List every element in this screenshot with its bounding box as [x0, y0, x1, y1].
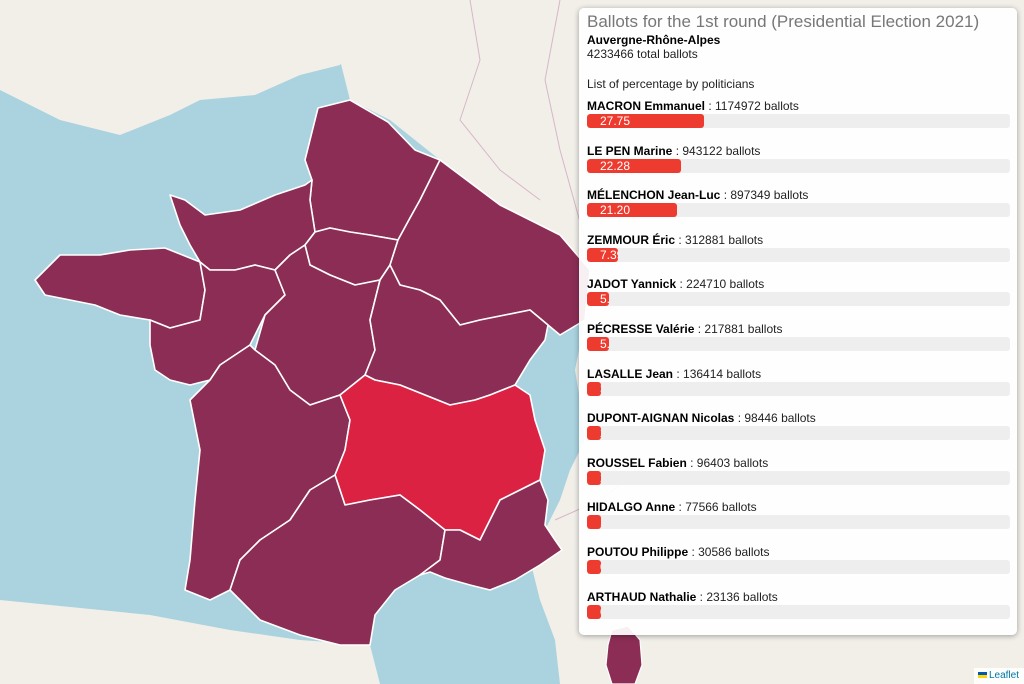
candidate-name: ROUSSEL Fabien — [587, 455, 687, 470]
land-spain — [0, 600, 380, 684]
candidate-line: DUPONT-AIGNAN Nicolas : 98446 ballots — [587, 411, 1009, 425]
candidate-line: PÉCRESSE Valérie : 217881 ballots — [587, 322, 1009, 336]
percentage-bar-track: 1.83 — [587, 515, 1010, 530]
candidate-line: ZEMMOUR Éric : 312881 ballots — [587, 233, 1009, 247]
percentage-bar-fill: 7.39 — [587, 247, 619, 262]
percentage-bar-fill: 21.20 — [587, 203, 677, 218]
candidate-ballots: : 224710 ballots — [676, 277, 765, 292]
candidate-row: HIDALGO Anne : 77566 ballots1.83 — [587, 500, 1010, 545]
candidate-ballots: : 30586 ballots — [688, 544, 770, 559]
percentage-bar-track: 5.31 — [587, 292, 1010, 307]
candidate-ballots: : 897349 ballots — [720, 188, 809, 203]
percentage-bar-fill: 0.72 — [587, 559, 601, 574]
candidate-ballots: : 943122 ballots — [672, 143, 761, 158]
candidate-ballots: : 217881 ballots — [694, 321, 783, 336]
percentage-bar-fill: 5.15 — [587, 336, 609, 351]
percentage-bar-fill: 2.28 — [587, 470, 601, 485]
list-label: List of percentage by politicians — [587, 77, 755, 91]
percentage-bar-track: 7.39 — [587, 247, 1010, 262]
candidate-name: DUPONT-AIGNAN Nicolas — [587, 411, 735, 426]
candidate-name: LE PEN Marine — [587, 143, 673, 158]
region-provence-alpes-cote-dazur[interactable] — [419, 479, 563, 591]
candidate-row: LASALLE Jean : 136414 ballots3.22 — [587, 367, 1010, 412]
candidate-name: JADOT Yannick — [587, 277, 677, 292]
candidate-row: DUPONT-AIGNAN Nicolas : 98446 ballots2.3… — [587, 411, 1010, 456]
candidate-line: MÉLENCHON Jean-Luc : 897349 ballots — [587, 188, 1009, 202]
percentage-bar-track: 22.28 — [587, 158, 1010, 173]
results-panel: Ballots for the 1st round (Presidential … — [579, 8, 1017, 635]
candidate-line: LASALLE Jean : 136414 ballots — [587, 367, 1009, 381]
percentage-bar-track: 0.72 — [587, 559, 1010, 574]
percentage-bar-track: 0.55 — [587, 604, 1010, 619]
percentage-bar-fill: 5.31 — [587, 292, 610, 307]
total-ballots: 4233466 total ballots — [587, 47, 698, 61]
candidate-line: HIDALGO Anne : 77566 ballots — [587, 500, 1009, 514]
percentage-bar-track: 3.22 — [587, 381, 1010, 396]
percentage-bar-track: 5.15 — [587, 336, 1010, 351]
percentage-bar-track: 21.20 — [587, 203, 1010, 218]
percentage-bar-fill: 22.28 — [587, 158, 682, 173]
percentage-bar-fill: 1.83 — [587, 515, 601, 530]
leaflet-attribution[interactable]: Leaflet — [973, 668, 1024, 684]
candidate-ballots: : 312881 ballots — [675, 232, 764, 247]
land-britain — [0, 0, 360, 135]
percentage-bar-fill: 27.75 — [587, 114, 705, 128]
attribution-link[interactable]: Leaflet — [988, 670, 1019, 681]
candidate-ballots: : 96403 ballots — [686, 455, 769, 470]
candidate-ballots: : 77566 ballots — [675, 500, 757, 515]
candidate-line: JADOT Yannick : 224710 ballots — [587, 277, 1009, 291]
percentage-bar-track: 27.75 — [587, 114, 1010, 128]
candidate-ballots: : 1174972 ballots — [705, 99, 799, 113]
candidate-row: POUTOU Philippe : 30586 ballots0.72 — [587, 545, 1010, 590]
ukraine-flag-icon — [977, 672, 987, 679]
candidate-name: LASALLE Jean — [587, 366, 674, 381]
candidate-ballots: : 23136 ballots — [696, 589, 778, 604]
percentage-bar-fill: 3.22 — [587, 381, 601, 396]
region-name: Auvergne-Rhône-Alpes — [587, 33, 721, 47]
percentage-bar-fill: 2.33 — [587, 426, 601, 441]
candidate-line: ARTHAUD Nathalie : 23136 ballots — [587, 590, 1009, 604]
candidate-name: POUTOU Philippe — [587, 544, 689, 559]
percentage-bar-track: 2.33 — [587, 426, 1010, 441]
panel-title: Ballots for the 1st round (Presidential … — [587, 12, 980, 31]
candidate-ballots: : 98446 ballots — [734, 411, 816, 426]
candidate-name: ZEMMOUR Éric — [587, 232, 676, 247]
candidate-ballots: : 136414 ballots — [673, 366, 762, 381]
candidate-line: POUTOU Philippe : 30586 ballots — [587, 545, 1009, 559]
percentage-bar-fill: 0.55 — [587, 604, 601, 619]
candidate-line: MACRON Emmanuel : 1174972 ballots — [587, 99, 1009, 113]
candidate-row: LE PEN Marine : 943122 ballots 22.28 — [587, 144, 1010, 189]
candidate-name: MÉLENCHON Jean-Luc — [587, 188, 721, 203]
candidate-name: PÉCRESSE Valérie — [587, 321, 695, 336]
candidate-name: MACRON Emmanuel — [587, 99, 706, 113]
candidate-name: HIDALGO Anne — [587, 500, 676, 515]
candidate-row: MÉLENCHON Jean-Luc : 897349 ballots 21.20 — [587, 188, 1010, 233]
candidate-name: ARTHAUD Nathalie — [587, 589, 697, 604]
percentage-bar-track: 2.28 — [587, 470, 1010, 485]
candidate-line: ROUSSEL Fabien : 96403 ballots — [587, 456, 1009, 470]
candidate-list: MACRON Emmanuel : 1174972 ballots 27.75 LE… — [587, 99, 1010, 635]
candidate-row: MACRON Emmanuel : 1174972 ballots 27.75 — [587, 99, 1010, 144]
candidate-line: LE PEN Marine : 943122 ballots — [587, 144, 1009, 158]
candidate-row: ARTHAUD Nathalie : 23136 ballots0.55 — [587, 590, 1010, 635]
